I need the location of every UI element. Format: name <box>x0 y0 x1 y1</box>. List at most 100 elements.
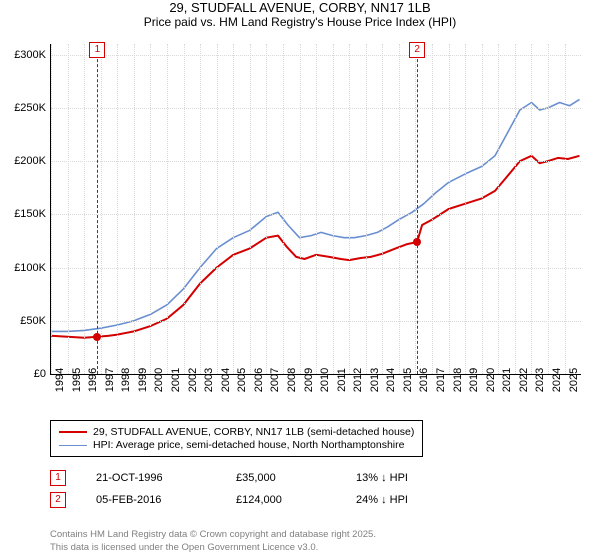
xtick-label: 1999 <box>137 368 149 392</box>
xtick-label: 2022 <box>518 368 530 392</box>
footer-attribution: Contains HM Land Registry data © Crown c… <box>50 529 376 554</box>
gridline-v <box>316 44 317 374</box>
xtick-label: 2001 <box>170 368 182 392</box>
gridline-v <box>333 44 334 374</box>
event-badge: 2 <box>50 492 66 508</box>
legend-label: HPI: Average price, semi-detached house,… <box>93 439 404 451</box>
event-price: £35,000 <box>236 472 326 484</box>
xtick-label: 2014 <box>385 368 397 392</box>
xtick-label: 2021 <box>501 368 513 392</box>
xtick-label: 2000 <box>153 368 165 392</box>
event-date: 21-OCT-1996 <box>96 472 206 484</box>
event-delta: 13% ↓ HPI <box>356 472 408 484</box>
xtick-label: 2020 <box>485 368 497 392</box>
ytick-label: £300K <box>0 49 46 61</box>
sale-point <box>413 238 421 246</box>
gridline-v <box>283 44 284 374</box>
xtick-label: 2025 <box>568 368 580 392</box>
ytick-label: £50K <box>0 315 46 327</box>
chart-title: 29, STUDFALL AVENUE, CORBY, NN17 1LB <box>0 0 600 15</box>
xtick-label: 2004 <box>220 368 232 392</box>
xtick-label: 1997 <box>104 368 116 392</box>
gridline-v <box>515 44 516 374</box>
xtick-label: 2013 <box>369 368 381 392</box>
ytick-label: £150K <box>0 208 46 220</box>
ytick-label: £100K <box>0 262 46 274</box>
event-row: 2 05-FEB-2016 £124,000 24% ↓ HPI <box>50 492 408 508</box>
xtick-label: 1995 <box>71 368 83 392</box>
legend-label: 29, STUDFALL AVENUE, CORBY, NN17 1LB (se… <box>93 426 414 438</box>
xtick-label: 2005 <box>236 368 248 392</box>
event-price: £124,000 <box>236 494 326 506</box>
chart-container: 29, STUDFALL AVENUE, CORBY, NN17 1LB Pri… <box>0 0 600 560</box>
sale-marker-line <box>97 44 98 374</box>
xtick-label: 2002 <box>187 368 199 392</box>
xtick-label: 2009 <box>303 368 315 392</box>
gridline-v <box>432 44 433 374</box>
gridline-v <box>399 44 400 374</box>
ytick-label: £250K <box>0 102 46 114</box>
gridline-v <box>184 44 185 374</box>
legend-item: HPI: Average price, semi-detached house,… <box>59 439 414 451</box>
gridline-v <box>482 44 483 374</box>
gridline-v <box>266 44 267 374</box>
gridline-v <box>531 44 532 374</box>
footer-line: Contains HM Land Registry data © Crown c… <box>50 529 376 541</box>
gridline-v <box>51 44 52 374</box>
event-delta: 24% ↓ HPI <box>356 494 408 506</box>
gridline-v <box>250 44 251 374</box>
gridline-v <box>167 44 168 374</box>
event-date: 05-FEB-2016 <box>96 494 206 506</box>
sale-marker-line <box>417 44 418 374</box>
sale-marker-badge: 2 <box>409 42 425 58</box>
sale-marker-badge: 1 <box>89 42 105 58</box>
ytick-label: £0 <box>0 368 46 380</box>
xtick-label: 2016 <box>418 368 430 392</box>
xtick-label: 2012 <box>352 368 364 392</box>
legend: 29, STUDFALL AVENUE, CORBY, NN17 1LB (se… <box>50 420 423 457</box>
xtick-label: 1996 <box>87 368 99 392</box>
gridline-v <box>134 44 135 374</box>
gridline-v <box>565 44 566 374</box>
xtick-label: 2019 <box>468 368 480 392</box>
legend-item: 29, STUDFALL AVENUE, CORBY, NN17 1LB (se… <box>59 426 414 438</box>
gridline-v <box>200 44 201 374</box>
ytick-label: £200K <box>0 155 46 167</box>
gridline-v <box>366 44 367 374</box>
legend-swatch <box>59 431 87 433</box>
gridline-v <box>349 44 350 374</box>
xtick-label: 1998 <box>120 368 132 392</box>
gridline-v <box>117 44 118 374</box>
legend-swatch <box>59 445 87 446</box>
xtick-label: 2007 <box>269 368 281 392</box>
plot-area <box>50 44 581 375</box>
gridline-v <box>217 44 218 374</box>
xtick-label: 2015 <box>402 368 414 392</box>
gridline-v <box>548 44 549 374</box>
chart-subtitle: Price paid vs. HM Land Registry's House … <box>0 15 600 29</box>
xtick-label: 2023 <box>534 368 546 392</box>
xtick-label: 2017 <box>435 368 447 392</box>
xtick-label: 2018 <box>452 368 464 392</box>
sale-point <box>93 333 101 341</box>
gridline-v <box>465 44 466 374</box>
xtick-label: 2008 <box>286 368 298 392</box>
gridline-v <box>233 44 234 374</box>
gridline-v <box>300 44 301 374</box>
gridline-v <box>150 44 151 374</box>
sale-events: 121-OCT-1996£35,00013% ↓ HPI205-FEB-2016… <box>50 464 408 514</box>
gridline-v <box>68 44 69 374</box>
xtick-label: 1994 <box>54 368 66 392</box>
gridline-v <box>498 44 499 374</box>
xtick-label: 2003 <box>203 368 215 392</box>
gridline-v <box>84 44 85 374</box>
footer-line: This data is licensed under the Open Gov… <box>50 542 376 554</box>
gridline-v <box>449 44 450 374</box>
gridline-v <box>101 44 102 374</box>
xtick-label: 2010 <box>319 368 331 392</box>
xtick-label: 2024 <box>551 368 563 392</box>
gridline-v <box>382 44 383 374</box>
xtick-label: 2011 <box>336 368 348 392</box>
event-row: 121-OCT-1996£35,00013% ↓ HPI <box>50 470 408 486</box>
xtick-label: 2006 <box>253 368 265 392</box>
